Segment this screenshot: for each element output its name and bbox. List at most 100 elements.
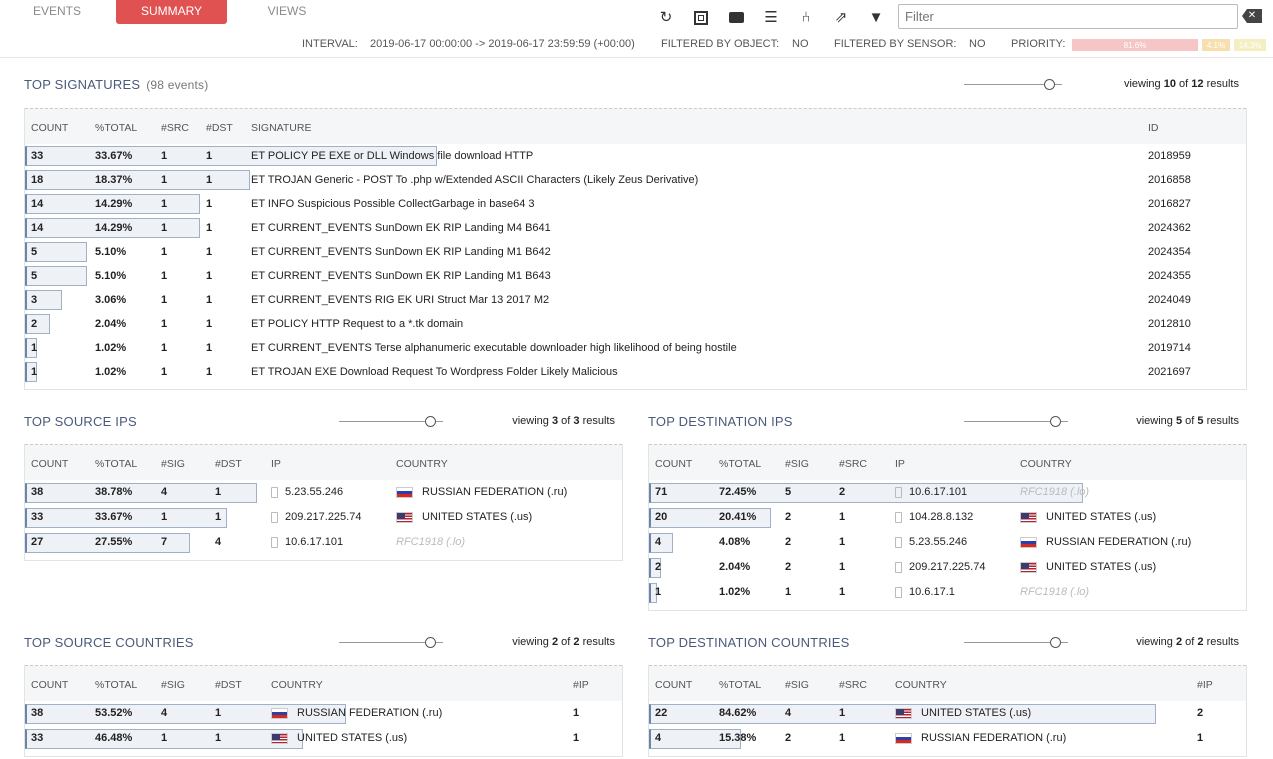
table-row[interactable]: 14 14.29% 1 1 ET INFO Suspicious Possible Co… bbox=[25, 192, 1246, 216]
column-header[interactable]: %TOTAL bbox=[719, 679, 762, 691]
column-header[interactable]: #SIG bbox=[161, 458, 185, 470]
top-destination-ips-viewing: viewing 5 of 5 results bbox=[1136, 415, 1239, 427]
table-row[interactable]: 71 72.45% 5 2 10.6.17.101 RFC1918 (.lo) bbox=[649, 480, 1246, 505]
table-row[interactable]: 1 1.02% 1 1 ET TROJAN EXE Download Request T… bbox=[25, 360, 1246, 384]
count-value: 27 bbox=[31, 536, 44, 548]
column-header[interactable]: #SRC bbox=[839, 679, 868, 691]
table-row[interactable]: 18 18.37% 1 1 ET TROJAN Generic - POST To .p… bbox=[25, 168, 1246, 192]
top-destination-countries-title: TOP DESTINATION COUNTRIES bbox=[648, 635, 849, 650]
table-row[interactable]: 38 53.52% 4 1 RUSSIAN FEDERATION (.ru) 1 bbox=[25, 701, 622, 726]
top-destination-countries-slider[interactable] bbox=[964, 637, 1068, 648]
table-row[interactable]: 22 84.62% 4 1 UNITED STATES (.us) 2 bbox=[649, 701, 1246, 726]
list-icon[interactable]: ☰ bbox=[764, 9, 778, 26]
table-row[interactable]: 20 20.41% 2 1 104.28.8.132 UNITED STATES (.us… bbox=[649, 505, 1246, 530]
column-header[interactable]: COUNT bbox=[31, 458, 69, 470]
column-header[interactable]: #SRC bbox=[839, 458, 868, 470]
src-value: 1 bbox=[161, 365, 168, 378]
filter-icon[interactable]: ▼ bbox=[868, 9, 884, 26]
external-link-icon[interactable]: ⇗ bbox=[834, 9, 848, 26]
src-value: 1 bbox=[161, 245, 168, 258]
table-row[interactable]: 2 2.04% 1 1 ET POLICY HTTP Request to a *.tk… bbox=[25, 312, 1246, 336]
top-source-countries-viewing: viewing 2 of 2 results bbox=[512, 636, 615, 648]
comment-icon[interactable] bbox=[726, 8, 746, 28]
ip-icon bbox=[895, 512, 902, 523]
tab-summary[interactable]: SUMMARY bbox=[116, 0, 227, 24]
a-value: 2 bbox=[785, 511, 792, 523]
table-row[interactable]: 1 1.02% 1 1 ET CURRENT_EVENTS Terse alphanum… bbox=[25, 336, 1246, 360]
slider-knob[interactable] bbox=[1044, 79, 1055, 90]
column-header[interactable]: COUNTRY bbox=[1020, 458, 1072, 470]
top-destination-ips-slider[interactable] bbox=[964, 416, 1068, 427]
slider-knob[interactable] bbox=[425, 637, 436, 648]
table-row[interactable]: 33 46.48% 1 1 UNITED STATES (.us) 1 bbox=[25, 726, 622, 751]
share-icon[interactable]: ⑃ bbox=[801, 9, 811, 26]
top-source-ips-slider[interactable] bbox=[339, 416, 443, 427]
column-header[interactable]: %TOTAL bbox=[95, 458, 138, 470]
top-destination-ips-table: COUNT %TOTAL #SIG #SRC IP COUNTRY 71 72.45% 5 2 10… bbox=[648, 444, 1247, 611]
column-header[interactable]: #DST bbox=[206, 122, 233, 134]
pct-value: 72.45% bbox=[719, 486, 757, 498]
column-header[interactable]: #DST bbox=[215, 679, 242, 691]
slider-track bbox=[964, 642, 1068, 643]
column-header[interactable]: #SIG bbox=[785, 458, 809, 470]
count-value: 33 bbox=[31, 732, 44, 744]
src-value: 1 bbox=[161, 197, 168, 210]
column-header[interactable]: #DST bbox=[215, 458, 242, 470]
table-row[interactable]: 5 5.10% 1 1 ET CURRENT_EVENTS SunDown EK RIP… bbox=[25, 240, 1246, 264]
id-value: 2024049 bbox=[1148, 293, 1191, 306]
column-header[interactable]: IP bbox=[895, 458, 905, 470]
country: UNITED STATES (.us) bbox=[297, 732, 408, 744]
column-header[interactable]: #SRC bbox=[161, 122, 190, 134]
column-header[interactable]: #IP bbox=[1197, 679, 1213, 691]
column-header[interactable]: COUNT bbox=[31, 122, 69, 134]
table-row[interactable]: 38 38.78% 4 1 5.23.55.246 RUSSIAN FEDERATION … bbox=[25, 480, 622, 505]
refresh-icon[interactable]: ↻ bbox=[659, 9, 673, 26]
viewing-of: of bbox=[1185, 415, 1195, 427]
table-row[interactable]: 27 27.55% 7 4 10.6.17.101 RFC1918 (.lo) bbox=[25, 530, 622, 555]
column-header[interactable]: COUNT bbox=[655, 679, 693, 691]
table-row[interactable]: 3 3.06% 1 1 ET CURRENT_EVENTS RIG EK URI Str… bbox=[25, 288, 1246, 312]
table-row[interactable]: 2 2.04% 2 1 209.217.225.74 UNITED STATES (.us… bbox=[649, 555, 1246, 580]
slider-knob[interactable] bbox=[1050, 637, 1061, 648]
column-header[interactable]: %TOTAL bbox=[95, 679, 138, 691]
column-header[interactable]: SIGNATURE bbox=[251, 122, 312, 134]
interval-label: INTERVAL: bbox=[302, 38, 358, 50]
column-header[interactable]: ID bbox=[1148, 122, 1159, 134]
top-signatures-title-text: TOP SIGNATURES bbox=[24, 77, 141, 92]
priority-label: PRIORITY: bbox=[1011, 38, 1066, 50]
fullscreen-icon[interactable] bbox=[691, 8, 711, 28]
column-header[interactable]: #IP bbox=[573, 679, 589, 691]
column-header[interactable]: %TOTAL bbox=[95, 122, 138, 134]
tab-events[interactable]: EVENTS bbox=[32, 4, 81, 18]
column-header[interactable]: COUNTRY bbox=[271, 679, 323, 691]
slider-knob[interactable] bbox=[425, 416, 436, 427]
dst-value: 1 bbox=[206, 245, 213, 258]
tab-views[interactable]: VIEWS bbox=[267, 4, 307, 18]
table-row[interactable]: 4 4.08% 2 1 5.23.55.246 RUSSIAN FEDERATION (.… bbox=[649, 530, 1246, 555]
table-row[interactable]: 1 1.02% 1 1 10.6.17.1 RFC1918 (.lo) bbox=[649, 580, 1246, 605]
column-header[interactable]: COUNT bbox=[655, 458, 693, 470]
table-row[interactable]: 33 33.67% 1 1 209.217.225.74 UNITED STATES (.… bbox=[25, 505, 622, 530]
column-header[interactable]: #SIG bbox=[785, 679, 809, 691]
column-header[interactable]: %TOTAL bbox=[719, 458, 762, 470]
column-header[interactable]: #SIG bbox=[161, 679, 185, 691]
table-row[interactable]: 14 14.29% 1 1 ET CURRENT_EVENTS SunDown EK R… bbox=[25, 216, 1246, 240]
count-value: 1 bbox=[31, 365, 38, 378]
clear-filter-icon[interactable]: ✕ bbox=[1242, 9, 1262, 23]
pct-value: 46.48% bbox=[95, 732, 133, 744]
top-signatures-viewing: viewing 10 of 12 results bbox=[1124, 78, 1239, 90]
top-signatures-table: COUNT %TOTAL #SRC #DST SIGNATURE ID 33 33.67% 1 1… bbox=[24, 108, 1247, 390]
table-row[interactable]: 5 5.10% 1 1 ET CURRENT_EVENTS SunDown EK RIP… bbox=[25, 264, 1246, 288]
count-bar bbox=[25, 266, 88, 286]
top-signatures-slider[interactable] bbox=[964, 79, 1062, 90]
table-row[interactable]: 4 15.38% 2 1 RUSSIAN FEDERATION (.ru) 1 bbox=[649, 726, 1246, 751]
table-row[interactable]: 33 33.67% 1 1 ET POLICY PE EXE or DLL Window… bbox=[25, 144, 1246, 168]
top-source-countries-slider[interactable] bbox=[339, 637, 443, 648]
column-header[interactable]: COUNTRY bbox=[895, 679, 947, 691]
column-header[interactable]: IP bbox=[271, 458, 281, 470]
column-header[interactable]: COUNT bbox=[31, 679, 69, 691]
slider-knob[interactable] bbox=[1050, 416, 1061, 427]
column-header[interactable]: COUNTRY bbox=[396, 458, 448, 470]
russia-flag-icon bbox=[396, 487, 413, 498]
filter-input[interactable] bbox=[898, 4, 1238, 29]
